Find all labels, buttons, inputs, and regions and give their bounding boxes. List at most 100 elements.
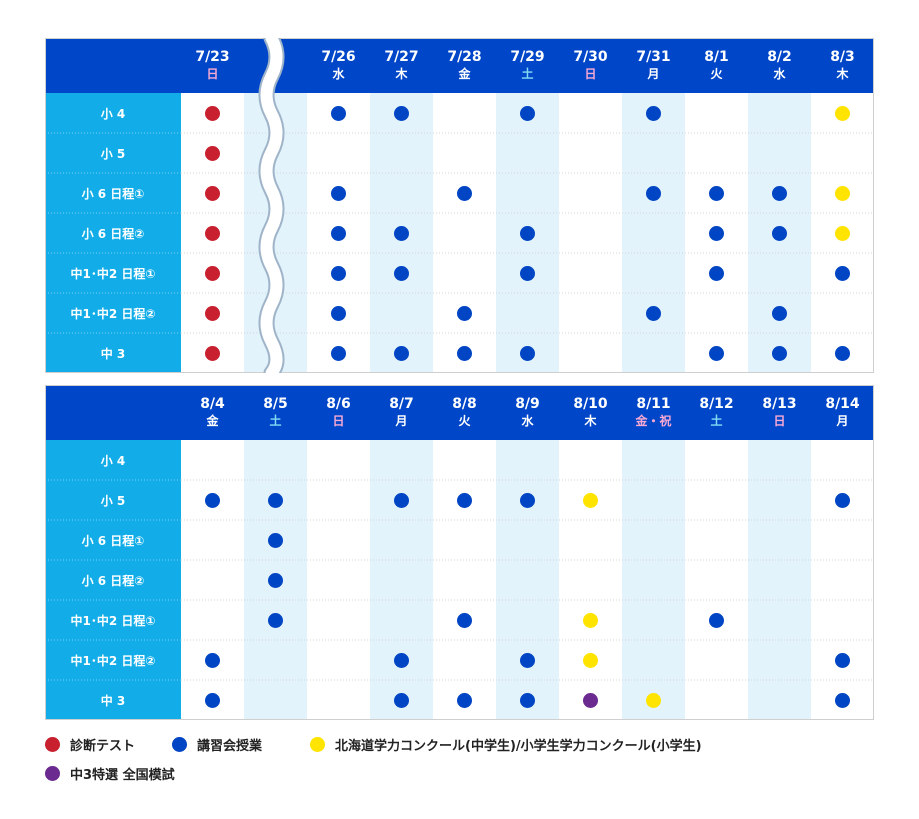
status-dot xyxy=(457,185,472,201)
column-date: 8/11 xyxy=(636,396,671,412)
column-header: 8/3 木 xyxy=(811,38,874,93)
column-header: 8/2 水 xyxy=(748,38,811,93)
status-dot xyxy=(205,145,220,161)
status-dot xyxy=(772,185,787,201)
status-dot xyxy=(520,652,535,668)
row-label: 小 6 日程② xyxy=(81,226,145,241)
status-dot xyxy=(583,652,598,668)
status-dot xyxy=(835,105,850,121)
schedule-table-july: 7/23 日 7/26 水 7/27 木 7/28 金 7/29 土 7/30 日 7/31 月 8/1 火 8… xyxy=(45,38,874,373)
column-header: 7/23 日 xyxy=(181,38,244,93)
row-label: 小 4 xyxy=(100,453,126,468)
status-dot xyxy=(709,612,724,628)
status-dot xyxy=(268,612,283,628)
column-weekday: 火 xyxy=(458,414,471,428)
column-date: 8/5 xyxy=(263,396,288,412)
status-dot xyxy=(709,185,724,201)
column-date: 7/31 xyxy=(636,49,671,65)
column-header: 8/11 金・祝 xyxy=(622,385,685,440)
status-dot xyxy=(835,692,850,708)
column-date: 8/4 xyxy=(200,396,225,412)
column-weekday: 金 xyxy=(458,67,471,81)
column-weekday: 日 xyxy=(773,414,786,428)
legend-dot-yellow xyxy=(310,737,325,752)
status-dot xyxy=(205,185,220,201)
legend-item-national-mock-exam: 中3特選 全国模試 xyxy=(45,764,175,783)
status-dot xyxy=(835,652,850,668)
legend-label: 講習会授業 xyxy=(197,739,263,754)
column-shade xyxy=(370,440,433,720)
status-dot xyxy=(457,305,472,321)
row-label: 小 5 xyxy=(100,493,126,508)
column-date: 7/26 xyxy=(321,49,356,65)
status-dot xyxy=(646,185,661,201)
status-dot xyxy=(394,265,409,281)
column-weekday: 水 xyxy=(521,414,534,428)
status-dot xyxy=(520,692,535,708)
legend-dot-red xyxy=(45,737,60,752)
column-date: 8/7 xyxy=(389,396,414,412)
table-grid xyxy=(45,385,874,720)
column-header: 7/31 月 xyxy=(622,38,685,93)
column-header: 8/10 木 xyxy=(559,385,622,440)
row-label: 小 6 日程① xyxy=(81,186,145,201)
status-dot xyxy=(205,265,220,281)
status-dot xyxy=(457,692,472,708)
column-weekday: 月 xyxy=(647,67,660,81)
row-label: 中 3 xyxy=(100,346,126,361)
column-header: 8/9 水 xyxy=(496,385,559,440)
column-date: 8/14 xyxy=(825,396,860,412)
column-weekday: 火 xyxy=(710,67,723,81)
status-dot xyxy=(394,345,409,361)
column-header: 8/5 土 xyxy=(244,385,307,440)
status-dot xyxy=(394,225,409,241)
column-weekday: 木 xyxy=(836,67,849,81)
column-date: 7/30 xyxy=(573,49,608,65)
column-weekday: 土 xyxy=(269,414,282,428)
status-dot xyxy=(835,345,850,361)
status-dot xyxy=(394,492,409,508)
column-date: 8/10 xyxy=(573,396,608,412)
column-weekday: 金 xyxy=(206,414,219,428)
column-header: 8/13 日 xyxy=(748,385,811,440)
column-header: 7/26 水 xyxy=(307,38,370,93)
column-date: 8/13 xyxy=(762,396,797,412)
legend-label: 北海道学力コンクール(中学生)/小学生学力コンクール(小学生) xyxy=(335,739,702,754)
status-dot xyxy=(331,185,346,201)
status-dot xyxy=(205,345,220,361)
status-dot xyxy=(205,492,220,508)
column-date: 7/27 xyxy=(384,49,419,65)
column-date: 8/2 xyxy=(767,49,792,65)
column-header: 8/8 火 xyxy=(433,385,496,440)
column-header: 8/14 月 xyxy=(811,385,874,440)
column-weekday: 月 xyxy=(395,414,408,428)
legend-label: 中3特選 全国模試 xyxy=(70,768,175,783)
status-dot xyxy=(331,105,346,121)
column-date: 7/28 xyxy=(447,49,482,65)
status-dot xyxy=(331,225,346,241)
column-shade xyxy=(748,440,811,720)
column-weekday: 土 xyxy=(521,67,534,81)
status-dot xyxy=(331,305,346,321)
row-label: 中 3 xyxy=(100,693,126,708)
column-header: 7/28 金 xyxy=(433,38,496,93)
column-header: 8/7 月 xyxy=(370,385,433,440)
column-date: 8/9 xyxy=(515,396,540,412)
row-label: 小 6 日程② xyxy=(81,573,145,588)
column-weekday: 日 xyxy=(206,67,219,81)
column-header: 8/1 火 xyxy=(685,38,748,93)
status-dot xyxy=(835,185,850,201)
status-dot xyxy=(835,492,850,508)
status-dot xyxy=(205,305,220,321)
status-dot xyxy=(205,225,220,241)
row-label: 中1･中2 日程① xyxy=(70,613,156,628)
column-weekday: 水 xyxy=(332,67,345,81)
status-dot xyxy=(583,492,598,508)
column-header: 8/6 日 xyxy=(307,385,370,440)
column-weekday: 土 xyxy=(710,414,723,428)
legend-item-diagnostic-test: 診断テスト xyxy=(45,735,135,754)
status-dot xyxy=(835,225,850,241)
column-date: 8/3 xyxy=(830,49,855,65)
status-dot xyxy=(709,345,724,361)
legend-item-academic-contest: 北海道学力コンクール(中学生)/小学生学力コンクール(小学生) xyxy=(310,735,702,754)
